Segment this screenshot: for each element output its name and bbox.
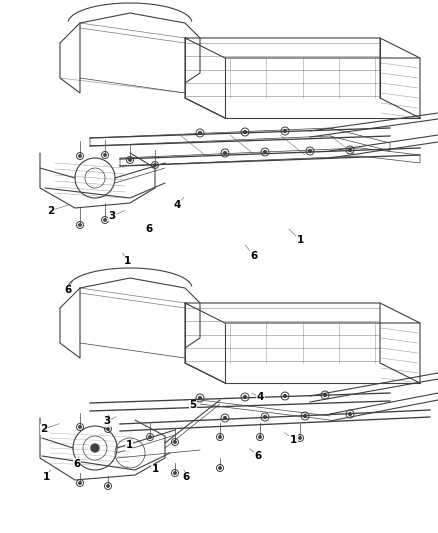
Circle shape xyxy=(198,397,201,399)
Circle shape xyxy=(174,472,176,474)
Circle shape xyxy=(244,395,247,398)
Text: 1: 1 xyxy=(290,435,297,445)
Circle shape xyxy=(104,219,106,221)
Text: 3: 3 xyxy=(108,211,115,221)
Circle shape xyxy=(219,436,221,438)
Text: 1: 1 xyxy=(42,472,49,482)
Text: 1: 1 xyxy=(152,464,159,474)
Circle shape xyxy=(349,413,351,415)
Circle shape xyxy=(309,150,311,152)
Text: 1: 1 xyxy=(297,235,304,245)
Circle shape xyxy=(174,441,176,443)
Text: 6: 6 xyxy=(255,451,262,461)
Circle shape xyxy=(283,130,286,132)
Text: 6: 6 xyxy=(73,459,80,469)
Circle shape xyxy=(198,132,201,134)
Text: 5: 5 xyxy=(189,400,196,410)
Circle shape xyxy=(224,417,226,419)
Circle shape xyxy=(107,485,109,487)
Text: 6: 6 xyxy=(183,472,190,482)
Circle shape xyxy=(264,151,266,154)
Text: 2: 2 xyxy=(40,424,47,434)
Circle shape xyxy=(154,164,156,166)
Circle shape xyxy=(79,224,81,226)
Circle shape xyxy=(91,444,99,452)
Circle shape xyxy=(107,428,109,430)
Text: 1: 1 xyxy=(126,440,133,450)
Text: 6: 6 xyxy=(145,224,152,234)
Circle shape xyxy=(224,151,226,155)
Circle shape xyxy=(149,436,151,438)
Circle shape xyxy=(79,482,81,484)
Circle shape xyxy=(129,159,131,161)
Circle shape xyxy=(219,467,221,469)
Circle shape xyxy=(304,415,307,417)
Circle shape xyxy=(79,155,81,157)
Text: 1: 1 xyxy=(124,256,131,266)
Text: 4: 4 xyxy=(174,200,181,210)
Circle shape xyxy=(324,393,326,397)
Text: 4: 4 xyxy=(257,392,264,402)
Text: 2: 2 xyxy=(47,206,54,215)
Circle shape xyxy=(264,416,266,418)
Text: 3: 3 xyxy=(104,416,111,426)
Circle shape xyxy=(283,394,286,398)
Circle shape xyxy=(244,131,247,133)
Text: 6: 6 xyxy=(64,286,71,295)
Circle shape xyxy=(299,437,301,439)
Circle shape xyxy=(259,436,261,438)
Circle shape xyxy=(79,426,81,428)
Text: 6: 6 xyxy=(251,251,258,261)
Circle shape xyxy=(104,154,106,156)
Circle shape xyxy=(349,149,351,151)
